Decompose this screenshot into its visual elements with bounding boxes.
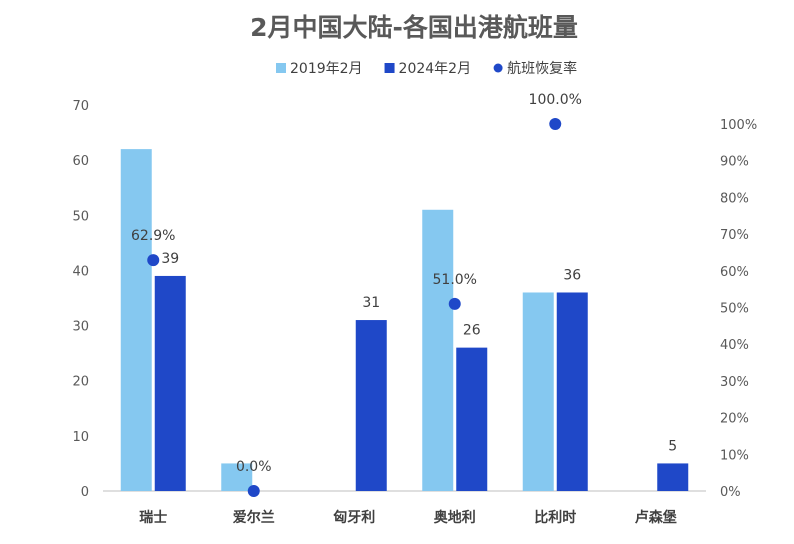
chart-title: 2月中国大陆-各国出港航班量: [250, 13, 578, 42]
recovery-rate-point: [448, 297, 461, 310]
recovery-rate-point: [247, 485, 260, 497]
bar-2024-value-label: 36: [563, 267, 581, 283]
recovery-rate-label: 51.0%: [433, 272, 477, 288]
data-labels: 39 62.9% 0.0% 31 26 51.0% 36 100.0% 5: [131, 92, 677, 475]
recovery-rate-point: [147, 254, 160, 267]
bar-2019: [221, 463, 253, 491]
recovery-rate-label: 100.0%: [529, 92, 582, 108]
legend: 2019年2月 2024年2月 航班恢复率: [276, 60, 577, 77]
axes: 0 10 20 30 40 50 60 70 0% 10% 20% 30% 40% 50% 60% 70% 80…: [72, 99, 757, 526]
bar-2024: [355, 320, 387, 491]
y-right-tick-label: 100%: [720, 118, 757, 133]
y-left-tick-label: 10: [72, 430, 89, 445]
bar-2024-value-label: 26: [463, 323, 481, 339]
bar-2024: [456, 347, 488, 491]
bars: [120, 149, 689, 491]
bar-2019: [522, 292, 554, 491]
recovery-points: [147, 118, 562, 497]
y-right-tick-label: 50%: [720, 302, 749, 317]
bar-2024: [657, 463, 689, 491]
category-label: 比利时: [534, 509, 576, 526]
recovery-rate-point: [549, 118, 562, 130]
y-left-tick-label: 0: [81, 485, 89, 500]
recovery-rate-label: 62.9%: [131, 228, 175, 244]
y-left-tick-label: 20: [72, 375, 89, 390]
recovery-rate-label: 0.0%: [236, 459, 272, 475]
bar-2024: [556, 292, 588, 491]
legend-label: 航班恢复率: [507, 60, 577, 77]
category-label: 卢森堡: [635, 509, 677, 526]
y-left-tick-label: 50: [72, 209, 89, 224]
bar-2024-value-label: 39: [161, 251, 179, 267]
legend-label: 2019年2月: [290, 61, 363, 77]
y-right-tick-label: 90%: [720, 155, 749, 170]
bar-2024: [154, 275, 186, 491]
legend-marker-2: [493, 63, 503, 73]
category-label: 瑞士: [139, 509, 167, 526]
y-right-tick-label: 70%: [720, 228, 749, 243]
y-right-tick-label: 20%: [720, 412, 749, 427]
y-left-tick-label: 30: [72, 320, 89, 335]
legend-swatch-1: [384, 63, 395, 73]
bar-2019: [422, 209, 454, 491]
y-right-tick-label: 10%: [720, 448, 749, 463]
y-left-tick-label: 40: [72, 264, 89, 279]
category-label: 爱尔兰: [233, 509, 275, 526]
legend-label: 2024年2月: [399, 61, 472, 77]
category-label: 奥地利: [434, 509, 476, 526]
bar-2024-value-label: 5: [668, 438, 677, 454]
category-label: 匈牙利: [333, 509, 375, 526]
y-right-tick-label: 0%: [720, 485, 741, 500]
y-left-tick-label: 70: [72, 99, 89, 114]
y-right-tick-label: 40%: [720, 338, 749, 353]
y-left-tick-label: 60: [72, 154, 89, 169]
y-right-tick-label: 30%: [720, 375, 749, 390]
bar-2019: [120, 149, 152, 491]
y-right-tick-label: 60%: [720, 265, 749, 280]
bar-2024-value-label: 31: [362, 295, 380, 311]
y-right-tick-label: 80%: [720, 191, 749, 206]
legend-swatch-0: [276, 63, 286, 73]
